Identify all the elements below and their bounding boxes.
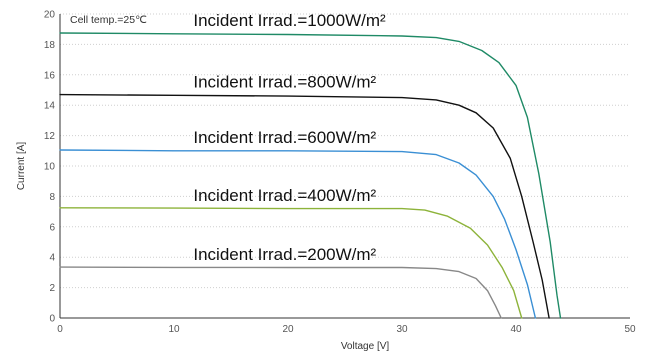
x-tick-label: 20 — [282, 324, 294, 335]
y-tick-label: 14 — [44, 101, 56, 112]
x-axis-title: Voltage [V] — [341, 341, 390, 352]
y-tick-label: 16 — [44, 70, 56, 81]
y-tick-label: 0 — [49, 314, 55, 325]
x-tick-label: 50 — [624, 324, 636, 335]
y-tick-label: 2 — [49, 283, 55, 294]
x-axis-ticks: 0 10 20 30 40 50 — [57, 324, 636, 335]
y-tick-label: 8 — [49, 192, 55, 203]
series-line-2 — [59, 93, 550, 319]
y-tick-label: 4 — [49, 253, 55, 264]
series-line-4 — [59, 207, 523, 319]
y-tick-label: 20 — [44, 10, 56, 21]
cell-temp-annotation: Cell temp.=25℃ — [70, 14, 147, 26]
series-lines — [59, 32, 562, 319]
series-line-5 — [59, 266, 502, 319]
series-line-1 — [59, 32, 562, 319]
x-tick-label: 0 — [57, 324, 63, 335]
grid-lines — [60, 13, 630, 289]
series-label-2: Incident Irrad.=800W/m² — [193, 73, 376, 92]
x-tick-label: 10 — [168, 324, 180, 335]
y-axis-title: Current [A] — [16, 142, 27, 191]
x-tick-label: 40 — [510, 324, 522, 335]
y-tick-label: 10 — [44, 162, 56, 173]
series-label-3: Incident Irrad.=600W/m² — [193, 128, 376, 147]
series-label-5: Incident Irrad.=200W/m² — [193, 245, 376, 264]
y-tick-label: 12 — [44, 131, 56, 142]
y-tick-label: 18 — [44, 40, 56, 51]
series-label-1: Incident Irrad.=1000W/m² — [193, 11, 386, 30]
series-line-3 — [59, 149, 537, 319]
x-tick-label: 30 — [396, 324, 408, 335]
y-tick-label: 6 — [49, 222, 55, 233]
y-axis-ticks: 0 2 4 6 8 10 12 14 16 18 20 — [44, 10, 56, 325]
series-labels: Incident Irrad.=1000W/m² Incident Irrad.=… — [193, 11, 386, 264]
series-label-4: Incident Irrad.=400W/m² — [193, 186, 376, 205]
